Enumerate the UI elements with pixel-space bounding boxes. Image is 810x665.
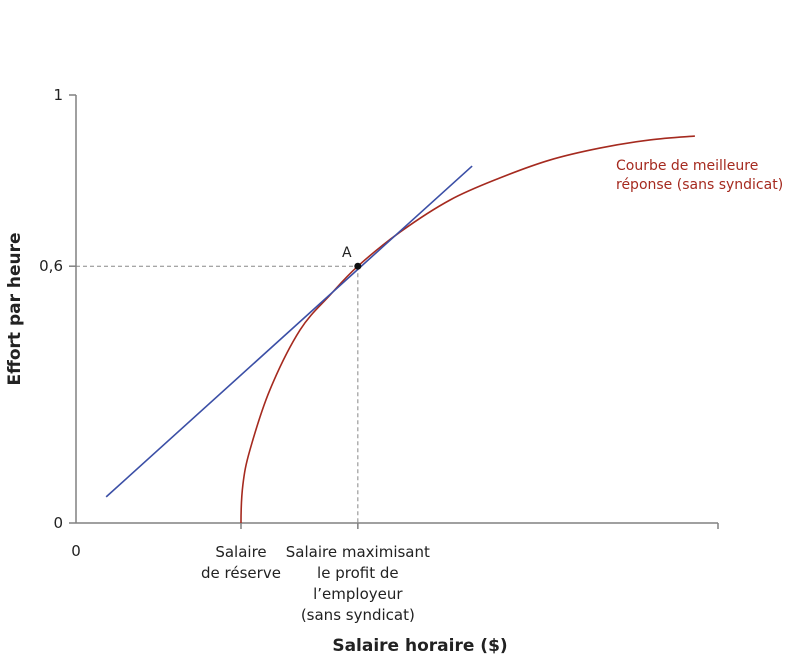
x-tick-label-line: Salaire maximisant [286,543,430,561]
series-label-line: Courbe de meilleure [616,158,758,174]
series-label-line: réponse (sans syndicat) [616,177,783,193]
x-tick-label-line: de réserve [201,564,281,582]
x-axis-title: Salaire horaire ($) [332,636,507,656]
y-axis-title: Effort par heure [5,232,25,385]
y-tick-label: 0 [53,514,63,532]
x-tick-label-line: le profit de [317,564,399,582]
y-tick-label: 1 [53,86,63,104]
x-tick-label-line: (sans syndicat) [301,606,415,624]
x-origin-label: 0 [71,542,81,560]
isocost-tangent-line [105,165,473,498]
point-label: A [342,245,352,261]
x-tick-label: Salaire de réserve [201,543,281,582]
series-label: Courbe de meilleure réponse (sans syndica… [616,158,783,193]
x-tick-label-line: Salaire [215,543,266,561]
y-tick-label: 0,6 [39,257,63,275]
best-response-curve [240,135,695,524]
x-tick-label-line: l’employeur [313,585,403,603]
x-tick-label: Salaire maximisant le profit de l’employeu… [286,543,430,624]
point-a [354,262,362,270]
